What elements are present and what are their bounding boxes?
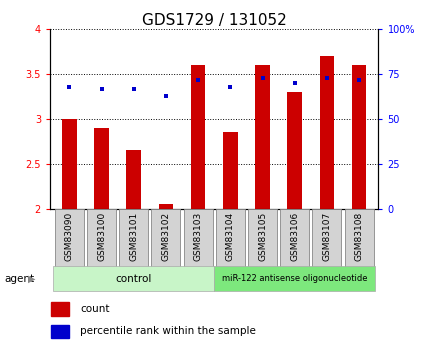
Point [98,86,105,91]
Bar [126,150,141,209]
Point [355,77,362,82]
Text: GSM83106: GSM83106 [289,212,299,261]
Bar [62,119,76,209]
Point [162,93,169,98]
Bar [94,128,108,209]
Text: GSM83104: GSM83104 [225,212,234,261]
Text: GSM83108: GSM83108 [354,212,363,261]
Text: GSM83102: GSM83102 [161,212,170,261]
FancyBboxPatch shape [214,266,375,291]
Text: count: count [80,304,110,314]
Bar [51,325,69,338]
Bar [223,132,237,209]
Text: GSM83105: GSM83105 [257,212,266,261]
Point [291,80,298,86]
Text: GSM83101: GSM83101 [129,212,138,261]
Text: miR-122 antisense oligonucleotide: miR-122 antisense oligonucleotide [221,274,367,283]
Point [66,84,72,89]
Point [130,86,137,91]
Bar [51,302,69,316]
Bar [351,65,365,209]
Bar [319,56,333,209]
Point [259,75,266,80]
Bar [158,204,173,209]
FancyBboxPatch shape [151,209,180,267]
FancyBboxPatch shape [247,209,276,267]
Text: GSM83090: GSM83090 [65,212,74,261]
Text: GSM83107: GSM83107 [322,212,331,261]
Text: GSM83103: GSM83103 [193,212,202,261]
Title: GDS1729 / 131052: GDS1729 / 131052 [141,13,286,28]
Bar [255,65,269,209]
FancyBboxPatch shape [55,209,84,267]
FancyBboxPatch shape [344,209,373,267]
FancyBboxPatch shape [279,209,309,267]
FancyBboxPatch shape [119,209,148,267]
FancyBboxPatch shape [87,209,116,267]
Bar [287,92,301,209]
Text: percentile rank within the sample: percentile rank within the sample [80,326,256,336]
Point [227,84,233,89]
Text: control: control [115,274,151,284]
Bar [191,65,205,209]
Text: agent: agent [4,274,34,284]
Text: GSM83100: GSM83100 [97,212,106,261]
FancyBboxPatch shape [312,209,341,267]
Point [323,75,330,80]
FancyBboxPatch shape [53,266,214,291]
FancyBboxPatch shape [183,209,212,267]
Point [194,77,201,82]
FancyBboxPatch shape [215,209,244,267]
Text: ▶: ▶ [27,274,35,284]
